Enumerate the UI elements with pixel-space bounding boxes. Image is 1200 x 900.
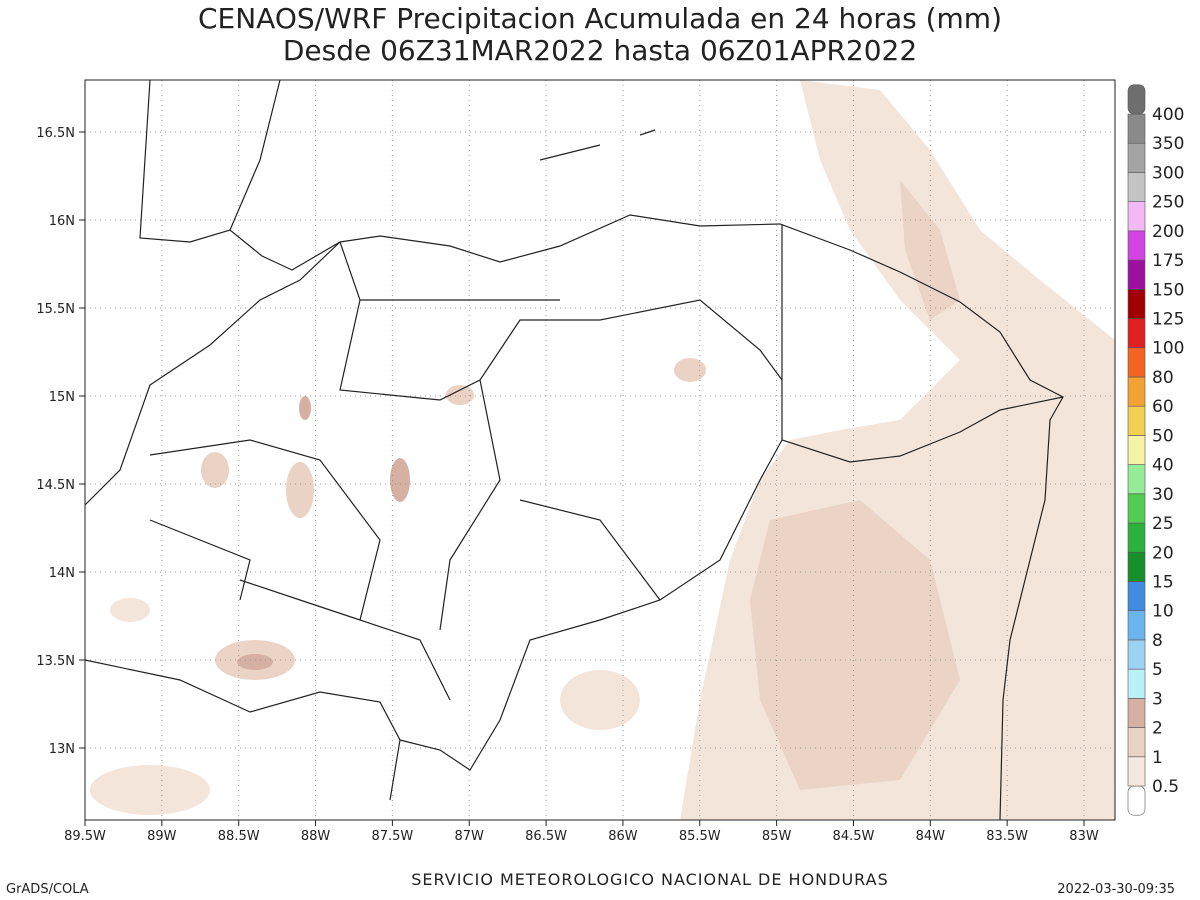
colorbar-box (1127, 113, 1146, 144)
colorbar-box (1127, 435, 1146, 465)
lon-tick-label: 89W (147, 829, 177, 844)
colorbar-box (1127, 698, 1146, 728)
footer-right: 2022-03-30-09:35 (1057, 882, 1175, 897)
footer-left: GrADS/COLA (6, 882, 89, 897)
lon-tick-label: 85W (762, 829, 792, 844)
lon-tick-label: 83.5W (986, 829, 1028, 844)
lat-tick-label: 15N (49, 390, 75, 405)
grid (84, 80, 1115, 820)
colorbar-box (1127, 201, 1146, 232)
axes: 89.5W 89W 88.5W 88W 87.5W 87W 86.5W 86W 85.5W 85W… (36, 126, 1099, 844)
colorbar-label: 20 (1152, 543, 1174, 563)
colorbar-label: 400 (1152, 105, 1184, 125)
colorbar-label: 30 (1152, 485, 1174, 505)
colorbar-label: 200 (1152, 222, 1184, 242)
colorbar-label: 80 (1152, 368, 1174, 388)
colorbar-label: 250 (1152, 193, 1184, 213)
colorbar-label: 0.5 (1152, 777, 1179, 797)
colorbar-box (1127, 464, 1146, 495)
colorbar-label: 150 (1152, 280, 1184, 300)
colorbar-box (1127, 289, 1146, 319)
colorbar-box (1127, 230, 1146, 261)
colorbar-label: 3 (1152, 689, 1163, 709)
colorbar-label: 175 (1152, 251, 1184, 271)
colorbar-label: 25 (1152, 514, 1174, 534)
colorbar-box (1127, 347, 1146, 378)
colorbar: 0.5 1 2 3 5 8 10 15 20 25 30 40 50 60 80 100 125 150 175 20… (1127, 84, 1184, 816)
colorbar-box (1127, 581, 1146, 611)
colorbar-box (1127, 142, 1146, 173)
lon-tick-label: 89.5W (64, 829, 106, 844)
colorbar-box (1127, 522, 1146, 553)
title-line-1: CENAOS/WRF Precipitacion Acumulada en 24… (198, 2, 1002, 35)
colorbar-label: 60 (1152, 397, 1174, 417)
precipitation-shading (90, 80, 1115, 820)
colorbar-box (1127, 551, 1146, 582)
lon-tick-label: 84.5W (833, 829, 875, 844)
lat-tick-label: 14.5N (36, 478, 75, 493)
lon-tick-label: 87W (455, 829, 485, 844)
colorbar-label: 1 (1152, 748, 1163, 768)
lon-tick-label: 86.5W (525, 829, 567, 844)
colorbar-label: 40 (1152, 456, 1174, 476)
footer-center: SERVICIO METEOROLOGICO NACIONAL DE HONDU… (411, 870, 889, 889)
colorbar-label: 5 (1152, 660, 1163, 680)
colorbar-label: 15 (1152, 572, 1174, 592)
colorbar-label: 350 (1152, 134, 1184, 154)
colorbar-label: 10 (1152, 602, 1174, 622)
lat-tick-label: 16N (49, 214, 75, 229)
colorbar-box (1127, 376, 1146, 407)
lon-tick-label: 85.5W (679, 829, 721, 844)
map-frame (84, 79, 1116, 821)
colorbar-box (1127, 785, 1146, 816)
colorbar-box (1127, 318, 1146, 349)
lat-tick-label: 15.5N (36, 302, 75, 317)
colorbar-box (1127, 259, 1146, 290)
title-line-2: Desde 06Z31MAR2022 hasta 06Z01APR2022 (283, 34, 917, 67)
lat-tick-label: 13.5N (36, 654, 75, 669)
colorbar-box (1127, 668, 1146, 699)
colorbar-box (1127, 756, 1146, 787)
lon-tick-label: 84W (916, 829, 946, 844)
lon-tick-label: 86W (608, 829, 638, 844)
colorbar-label: 300 (1152, 163, 1184, 183)
colorbar-box (1127, 493, 1146, 524)
lon-tick-label: 88.5W (218, 829, 260, 844)
lon-tick-label: 87.5W (371, 829, 413, 844)
colorbar-label: 125 (1152, 310, 1184, 330)
boundaries (84, 79, 1064, 821)
lat-tick-label: 13N (49, 742, 75, 757)
lat-tick-label: 16.5N (36, 126, 75, 141)
colorbar-box (1127, 610, 1146, 641)
colorbar-box (1127, 639, 1146, 670)
lon-tick-label: 83W (1069, 829, 1099, 844)
lat-tick-label: 14N (49, 566, 75, 581)
colorbar-box (1127, 727, 1146, 758)
colorbar-label: 8 (1152, 631, 1163, 651)
colorbar-box (1127, 172, 1146, 202)
colorbar-box (1127, 405, 1146, 436)
colorbar-label: 2 (1152, 719, 1163, 739)
colorbar-label: 100 (1152, 339, 1184, 359)
colorbar-box (1127, 84, 1146, 115)
lon-tick-label: 88W (301, 829, 331, 844)
colorbar-label: 50 (1152, 426, 1174, 446)
